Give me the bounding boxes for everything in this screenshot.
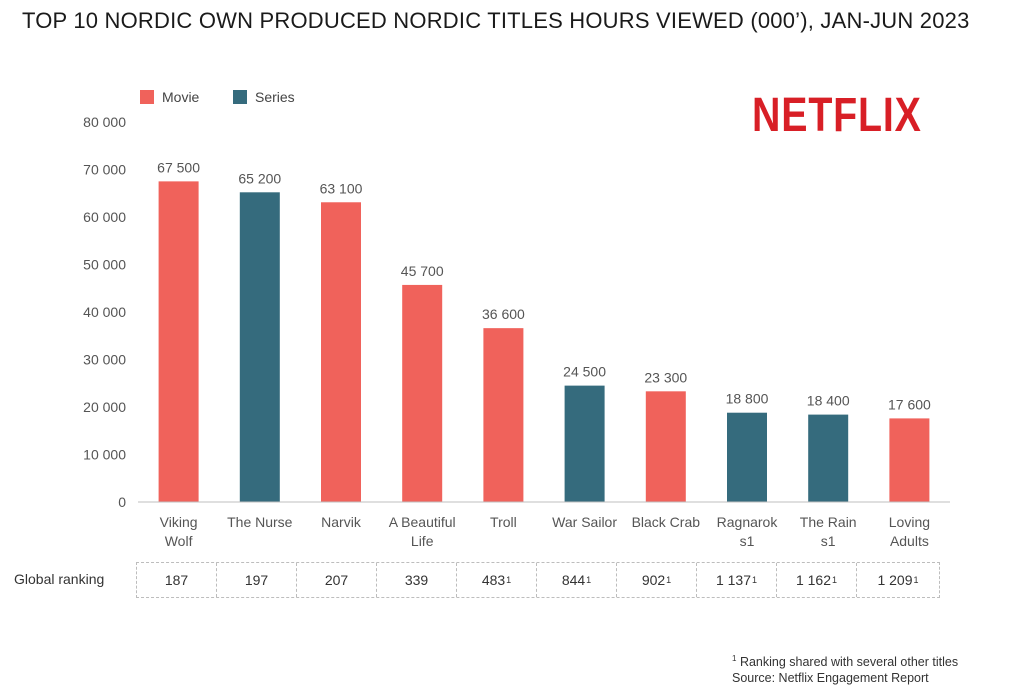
bar bbox=[727, 412, 767, 502]
y-tick-label: 30 000 bbox=[83, 352, 126, 368]
ranking-cell: 207 bbox=[297, 563, 377, 597]
ranking-cell: 483 1 bbox=[457, 563, 537, 597]
bar-chart: Movie Series 0 10 000 20 000 30 000 40 000 50 … bbox=[83, 89, 950, 549]
ranking-footnote-marker: 1 bbox=[586, 575, 592, 585]
y-axis: 0 10 000 20 000 30 000 40 000 50 000 60 000 70 … bbox=[83, 114, 126, 510]
x-category-label: Adults bbox=[890, 533, 929, 549]
x-category-label: Narvik bbox=[321, 514, 362, 530]
ranking-cell: 187 bbox=[137, 563, 217, 597]
data-label: 17 600 bbox=[888, 396, 931, 412]
data-label: 67 500 bbox=[157, 159, 200, 175]
ranking-cell: 902 1 bbox=[617, 563, 697, 597]
y-tick-label: 10 000 bbox=[83, 447, 126, 463]
bar bbox=[808, 414, 849, 502]
x-category-label: The Nurse bbox=[227, 514, 293, 530]
data-label: 24 500 bbox=[563, 364, 606, 380]
data-label: 65 200 bbox=[238, 170, 281, 186]
bar bbox=[483, 328, 524, 502]
data-label: 45 700 bbox=[401, 263, 444, 279]
footnote-source: Source: Netflix Engagement Report bbox=[732, 671, 929, 686]
data-labels: 67 500 65 200 63 100 45 700 36 600 24 500 23 3… bbox=[157, 159, 931, 412]
ranking-footnote-marker: 1 bbox=[666, 575, 672, 585]
ranking-value: 483 bbox=[481, 572, 506, 588]
bar bbox=[239, 192, 280, 503]
legend-swatch-series bbox=[233, 90, 247, 104]
y-tick-label: 20 000 bbox=[83, 399, 126, 415]
footnotes: 1 Ranking shared with several other titl… bbox=[732, 651, 958, 686]
x-category-label: A Beautiful bbox=[389, 514, 456, 530]
x-category-label: Troll bbox=[490, 514, 517, 530]
global-ranking-row: 187 197 207 339 483 1 844 1 902 1 1 137 1 1 162 1 1 20… bbox=[136, 562, 940, 598]
x-category-label: Wolf bbox=[165, 533, 193, 549]
bar bbox=[158, 181, 199, 502]
bar bbox=[402, 284, 443, 502]
y-tick-label: 60 000 bbox=[83, 209, 126, 225]
x-category-label: War Sailor bbox=[552, 514, 617, 530]
ranking-cell: 339 bbox=[377, 563, 457, 597]
y-tick-label: 40 000 bbox=[83, 304, 126, 320]
ranking-value: 207 bbox=[324, 572, 349, 588]
ranking-value: 197 bbox=[244, 572, 269, 588]
bar bbox=[645, 391, 686, 502]
bar bbox=[321, 202, 361, 502]
data-label: 63 100 bbox=[320, 180, 363, 196]
x-category-label: Loving bbox=[889, 514, 930, 530]
ranking-footnote-marker: 1 bbox=[752, 575, 758, 585]
legend-label-movie: Movie bbox=[162, 89, 200, 105]
data-label: 18 800 bbox=[726, 391, 769, 407]
global-ranking-label: Global ranking bbox=[14, 571, 105, 587]
x-axis-labels: Viking Wolf The Nurse Narvik A Beautiful Life… bbox=[160, 514, 930, 549]
ranking-cell: 1 162 1 bbox=[777, 563, 857, 597]
ranking-cell: 1 209 1 bbox=[857, 563, 939, 597]
ranking-cell: 197 bbox=[217, 563, 297, 597]
ranking-value: 1 162 bbox=[795, 572, 832, 588]
ranking-footnote-marker: 1 bbox=[506, 575, 512, 585]
footnote-shared: 1 Ranking shared with several other titl… bbox=[732, 654, 959, 670]
netflix-logo: NETFLIX bbox=[752, 89, 922, 142]
legend-swatch-movie bbox=[140, 90, 154, 104]
x-category-label: Ragnarok bbox=[717, 514, 779, 530]
data-label: 36 600 bbox=[482, 306, 525, 322]
ranking-value: 187 bbox=[164, 572, 189, 588]
ranking-value: 1 137 bbox=[715, 572, 752, 588]
bars bbox=[158, 181, 930, 503]
ranking-value: 844 bbox=[561, 572, 586, 588]
legend-label-series: Series bbox=[255, 89, 295, 105]
y-tick-label: 0 bbox=[118, 494, 126, 510]
data-label: 18 400 bbox=[807, 393, 850, 409]
y-tick-label: 80 000 bbox=[83, 114, 126, 130]
bar bbox=[564, 385, 605, 502]
x-category-label: s1 bbox=[740, 533, 755, 549]
data-label: 23 300 bbox=[644, 369, 687, 385]
ranking-value: 339 bbox=[404, 572, 429, 588]
ranking-value: 902 bbox=[641, 572, 666, 588]
y-tick-label: 50 000 bbox=[83, 257, 126, 273]
ranking-cell: 1 137 1 bbox=[697, 563, 777, 597]
legend: Movie Series bbox=[140, 89, 295, 105]
x-category-label: Viking bbox=[160, 514, 198, 530]
chart-title: TOP 10 NORDIC OWN PRODUCED NORDIC TITLES… bbox=[22, 8, 970, 33]
x-category-label: Black Crab bbox=[632, 514, 701, 530]
ranking-cell: 844 1 bbox=[537, 563, 617, 597]
ranking-footnote-marker: 1 bbox=[913, 575, 919, 585]
x-category-label: The Rain bbox=[800, 514, 857, 530]
bar bbox=[889, 418, 930, 502]
x-category-label: Life bbox=[411, 533, 434, 549]
ranking-value: 1 209 bbox=[877, 572, 913, 588]
ranking-footnote-marker: 1 bbox=[832, 575, 838, 585]
y-tick-label: 70 000 bbox=[83, 162, 126, 178]
x-category-label: s1 bbox=[821, 533, 836, 549]
